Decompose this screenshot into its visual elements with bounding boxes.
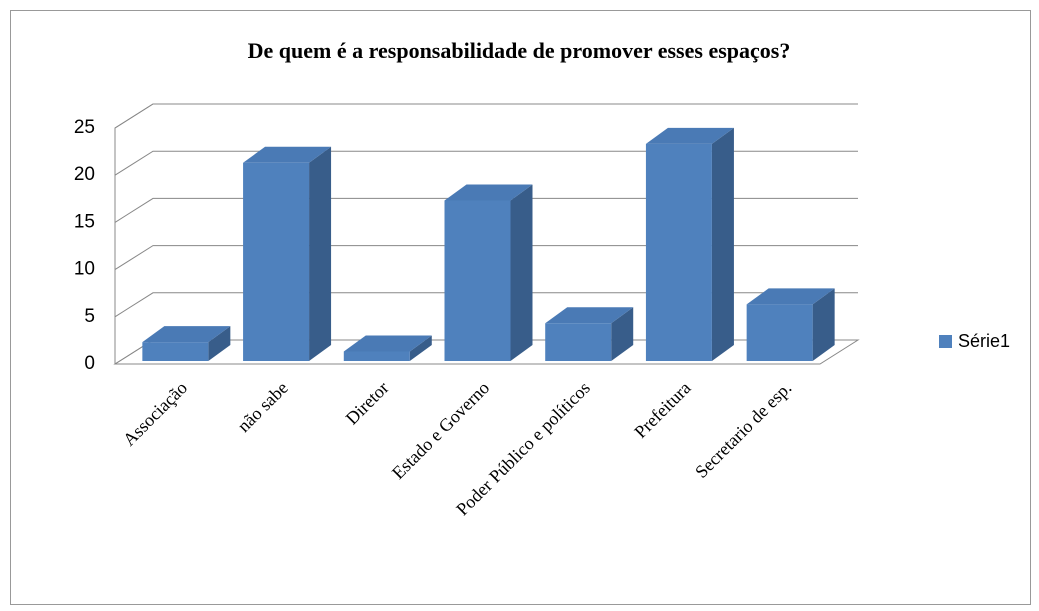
bar-face [711, 127, 734, 361]
bar-face [343, 335, 432, 352]
bar [545, 307, 634, 361]
grid-line [114, 245, 858, 271]
bar [645, 127, 734, 361]
x-tick-label: Prefeitura [630, 378, 694, 442]
chart-frame [10, 10, 1031, 605]
bar [142, 326, 231, 361]
legend-label: Série1 [958, 331, 1010, 351]
bar-face [746, 288, 835, 305]
grid-line [114, 103, 858, 129]
bar-face [343, 351, 410, 361]
grid-line [114, 292, 858, 318]
bar-face [208, 326, 231, 361]
axis-wall [114, 103, 154, 364]
bar-face [142, 342, 209, 361]
bar-face [746, 304, 813, 361]
y-tick-label: 5 [84, 306, 95, 327]
x-tick-label: Diretor [342, 378, 393, 429]
bar [343, 335, 432, 361]
y-tick-label: 20 [74, 164, 95, 185]
bar [746, 288, 835, 361]
bar [444, 184, 533, 361]
bar-face [510, 184, 533, 361]
chart-title: De quem é a responsabilidade de promover… [248, 38, 791, 63]
y-tick-label: 15 [74, 211, 95, 232]
legend-swatch [939, 335, 952, 348]
x-tick-label: Estado e Governo [388, 378, 493, 483]
bar-face [645, 127, 734, 144]
y-tick-label: 25 [74, 117, 95, 138]
bar [243, 146, 332, 361]
y-tick-label: 10 [74, 259, 95, 280]
bar-face [444, 184, 533, 201]
bar-face [243, 162, 310, 361]
bar-face [545, 323, 612, 361]
grid-line [114, 150, 858, 176]
bar-face [444, 200, 511, 361]
bar-face [545, 307, 634, 324]
bar-face [812, 288, 835, 361]
bar-face [309, 146, 332, 361]
x-tick-label: Secretario de esp. [691, 378, 795, 482]
bar-face [142, 326, 231, 343]
x-tick-label: Associação [119, 378, 191, 450]
bar-face [409, 335, 432, 361]
x-tick-label: não sabe [233, 378, 291, 436]
grid-line [114, 197, 858, 223]
bar-face [243, 146, 332, 163]
y-tick-label: 0 [84, 353, 95, 374]
bar-face [611, 307, 634, 361]
bar-face [645, 143, 712, 361]
